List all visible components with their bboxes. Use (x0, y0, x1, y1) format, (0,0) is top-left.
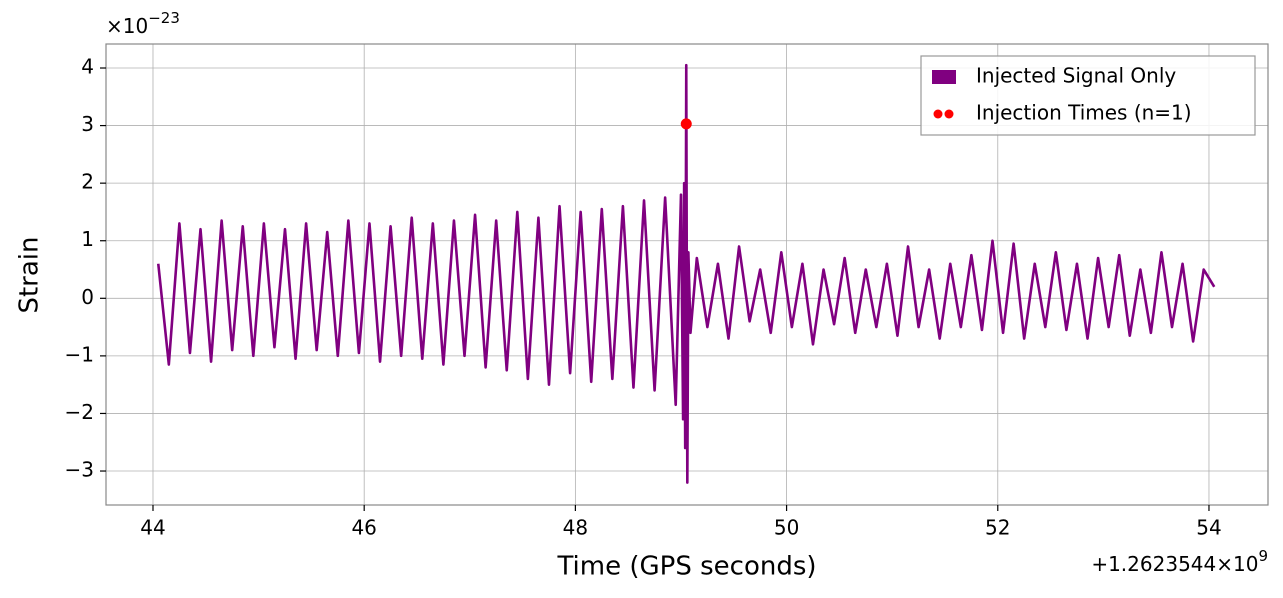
x-tick-label: 50 (774, 516, 799, 540)
y-tick-label: −1 (65, 342, 94, 366)
legend-swatch (932, 70, 956, 84)
legend-label: Injected Signal Only (976, 64, 1176, 88)
y-tick-label: 0 (81, 285, 94, 309)
offset-exponent: 9 (1258, 547, 1268, 565)
y-tick-label: 4 (81, 55, 94, 79)
y-tick-label: 2 (81, 170, 94, 194)
offset-exponent: −23 (148, 9, 180, 27)
legend: Injected Signal Only Injection Times (n=1… (920, 55, 1256, 136)
plot-frame (105, 43, 1269, 506)
legend-box (920, 55, 1256, 136)
y-offset-text: ×10−23 (106, 9, 180, 38)
y-tick-label: 1 (81, 227, 94, 251)
signal-line (156, 63, 1216, 484)
injection-point (680, 118, 692, 130)
x-tick-label: 46 (351, 516, 376, 540)
offset-base: +1.2623544×10 (1091, 552, 1258, 576)
legend-swatch (933, 109, 943, 119)
legend-label: Injection Times (n=1) (976, 101, 1192, 125)
y-tick-label: 3 (81, 112, 94, 136)
x-offset-text: +1.2623544×109 (1091, 547, 1268, 576)
offset-base: ×10 (106, 14, 148, 38)
y-tick-label: −3 (65, 458, 94, 482)
x-tick-label: 54 (1196, 516, 1221, 540)
x-tick-label: 52 (985, 516, 1010, 540)
x-axis-label: Time (GPS seconds) (556, 552, 816, 582)
legend-swatch (944, 109, 954, 119)
y-axis-label: Strain (15, 236, 45, 313)
x-tick-label: 44 (140, 516, 165, 540)
x-tick-label: 48 (563, 516, 588, 540)
y-tick-label: −2 (65, 400, 94, 424)
